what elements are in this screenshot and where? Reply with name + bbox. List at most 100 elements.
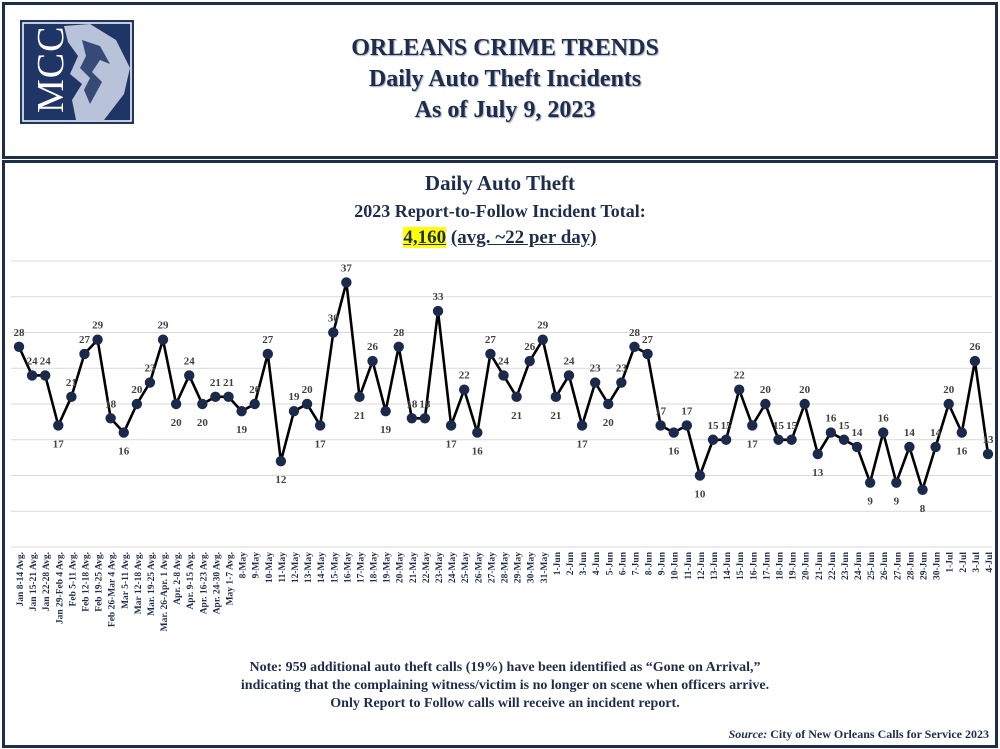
source-label: Source: (728, 727, 768, 741)
data-label: 37 (341, 262, 353, 274)
data-label: 24 (40, 355, 52, 367)
data-label: 30 (328, 313, 340, 325)
data-point (904, 441, 915, 453)
data-label: 20 (171, 417, 183, 429)
data-point (524, 355, 535, 367)
x-tick-label: 28-May (501, 552, 511, 583)
data-point (655, 420, 666, 431)
x-tick-label: 13-Jun (710, 551, 720, 580)
data-point (66, 391, 77, 403)
data-point (747, 420, 758, 431)
data-point (694, 470, 706, 481)
data-label: 13 (812, 467, 824, 479)
data-label: 20 (249, 384, 261, 396)
x-tick-label: 3-Jun (579, 551, 589, 575)
data-label: 28 (393, 327, 405, 339)
header-subtitle: Daily Auto Theft Incidents (368, 66, 642, 92)
data-label: 17 (747, 438, 759, 450)
x-tick-label: 21-May (409, 552, 419, 583)
data-point (891, 477, 902, 488)
x-tick-label: 26-Jun (880, 551, 890, 580)
data-label: 19 (288, 391, 300, 403)
data-point (380, 405, 391, 417)
x-tick-label: 24-May (448, 552, 458, 583)
data-label: 16 (956, 446, 968, 458)
x-tick-label: Mar. 19-25 Avg. (147, 552, 157, 616)
data-label: 23 (590, 363, 602, 375)
data-point (13, 341, 25, 352)
series-line (17, 281, 990, 492)
data-label: 27 (642, 334, 654, 346)
data-point (354, 391, 365, 403)
data-label: 14 (930, 427, 942, 439)
data-point (969, 355, 981, 367)
x-tick-label: Jan 22-28 Avg. (42, 552, 52, 611)
data-point (943, 398, 954, 410)
data-point (197, 398, 208, 410)
x-tick-label: 3-Jul (972, 552, 982, 573)
x-tick-label: 22-Jun (828, 551, 838, 580)
data-point (878, 427, 889, 438)
data-point (445, 420, 457, 431)
x-tick-label: Apr. 16-23 Avg. (199, 552, 209, 614)
x-tick-label: 1-Jun (553, 551, 563, 575)
data-point (485, 348, 496, 360)
data-point (734, 384, 745, 395)
x-tick-label: 29-Jun (920, 551, 930, 580)
data-point (589, 377, 601, 388)
x-tick-label: 10-May (265, 552, 275, 583)
x-tick-label: 2-Jun (566, 551, 576, 575)
data-point (851, 441, 863, 453)
x-tick-label: Feb 5-11 Avg. (68, 552, 78, 606)
data-label: 21 (511, 410, 522, 422)
data-point (930, 441, 941, 453)
data-label: 20 (131, 384, 143, 396)
data-label: 26 (524, 341, 536, 353)
data-point (92, 334, 103, 345)
data-label: 22 (459, 370, 471, 382)
data-label: 27 (262, 334, 274, 346)
x-tick-label: 2-Jul (959, 552, 969, 573)
data-point (262, 348, 273, 360)
data-label: 15 (838, 420, 850, 432)
data-label: 16 (118, 446, 130, 458)
x-tick-label: 9-Jun (658, 551, 668, 575)
x-tick-label: 4-Jul (985, 552, 995, 573)
data-point (681, 420, 693, 431)
x-tick-label: 13-May (304, 552, 314, 583)
x-tick-label: 31-May (540, 552, 550, 583)
data-label: 21 (210, 377, 221, 389)
data-label: 21 (223, 377, 234, 389)
data-label: 20 (799, 384, 811, 396)
note-text: Note: 959 additional auto theft calls (1… (240, 660, 770, 711)
data-label: 17 (315, 438, 327, 450)
data-label: 20 (197, 417, 209, 429)
x-tick-label: 15-Jun (736, 551, 746, 580)
x-tick-label: 17-Jun (762, 551, 772, 580)
header-titles: ORLEANS CRIME TRENDS Daily Auto Theft In… (155, 33, 855, 126)
x-tick-label: 14-May (317, 552, 327, 583)
data-label: 17 (446, 438, 458, 450)
data-label: 24 (563, 355, 575, 367)
x-tick-label: 27-Jun (893, 551, 903, 580)
data-label: 21 (354, 410, 365, 422)
data-label: 20 (943, 384, 955, 396)
header-title: ORLEANS CRIME TRENDS (351, 35, 659, 61)
data-point (838, 434, 850, 445)
x-tick-label: 18-Jun (775, 551, 785, 580)
x-tick-label: Mar. 26-Apr. 1 Avg. (160, 552, 170, 631)
data-label: 17 (577, 438, 589, 450)
chart-title: Daily Auto Theft (424, 171, 576, 195)
x-tick-label: Mar 5-11 Avg. (121, 552, 131, 609)
data-label: 21 (66, 377, 77, 389)
data-point (79, 348, 90, 360)
x-tick-label: 16-Jun (749, 551, 759, 580)
gridlines (11, 260, 992, 548)
x-tick-label: 8-May (239, 552, 249, 579)
mcc-logo: MCC (20, 20, 134, 124)
x-tick-label: 10-Jun (671, 551, 681, 580)
data-point (328, 327, 339, 338)
data-point (773, 434, 784, 445)
x-tick-label: 12-Jun (697, 551, 707, 580)
x-tick-label: 30-Jun (933, 551, 943, 580)
